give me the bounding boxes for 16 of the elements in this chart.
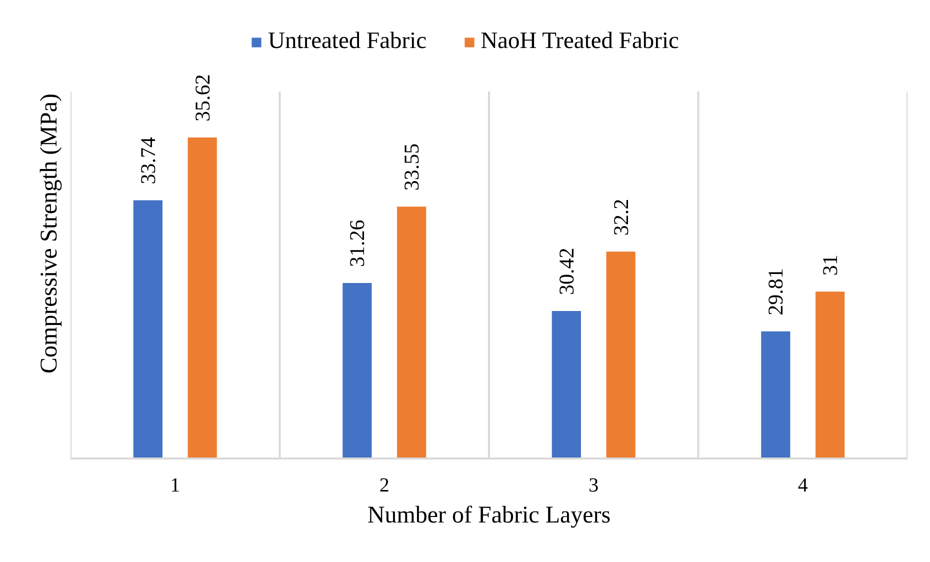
data-label: 35.62 [190, 74, 214, 122]
data-label: 32.2 [608, 198, 633, 236]
x-tick-label: 4 [798, 474, 808, 496]
data-label: 30.42 [554, 248, 578, 296]
data-label: 29.81 [764, 268, 788, 316]
x-axis-title: Number of Fabric Layers [367, 502, 611, 528]
x-tick-label: 2 [379, 474, 390, 496]
data-label: 31 [818, 254, 842, 276]
data-label: 33.55 [400, 143, 424, 191]
y-axis-title: Compressive Strength (MPa) [36, 94, 62, 374]
legend-label: NaoH Treated Fabric [480, 28, 679, 55]
data-label: 33.74 [136, 136, 160, 184]
x-tick-label: 1 [170, 474, 180, 496]
x-tick-label: 3 [588, 474, 599, 496]
data-label: 31.26 [345, 220, 370, 268]
legend-label: Untreated Fabric [268, 28, 427, 55]
